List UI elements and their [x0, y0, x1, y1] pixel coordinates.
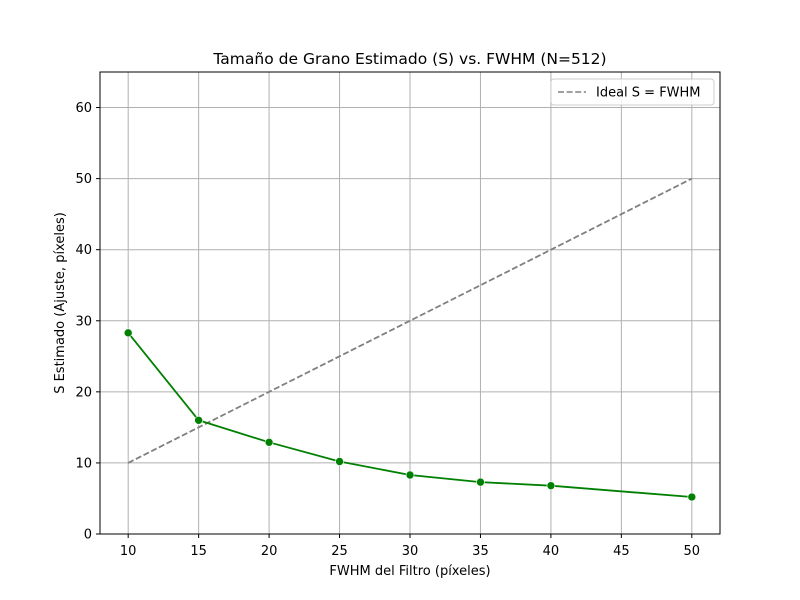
y-tick-label: 40 [75, 243, 92, 258]
axis-ticks: 10 15 20 25 30 35 40 45 50 0 10 20 30 40 50 60 [75, 101, 700, 559]
y-tick-label: 20 [75, 385, 92, 400]
legend: Ideal S = FWHM [550, 78, 715, 106]
x-axis-title: FWHM del Filtro (píxeles) [329, 564, 490, 579]
data-point [335, 457, 344, 466]
x-tick-label: 30 [402, 544, 419, 559]
series-line-estimated [127, 332, 692, 498]
x-tick-label: 20 [261, 544, 278, 559]
y-axis-title: S Estimado (Ajuste, píxeles) [53, 212, 68, 394]
x-tick-label: 10 [120, 544, 137, 559]
data-point [123, 328, 133, 338]
data-point [194, 415, 203, 425]
series-layer [123, 177, 697, 502]
chart-title: Tamaño de Grano Estimado (S) vs. FWHM (N… [212, 50, 606, 68]
data-point [264, 438, 274, 447]
x-tick-label: 35 [472, 544, 489, 559]
data-point [476, 477, 485, 487]
series-line-ideal [127, 177, 693, 464]
legend-box [550, 78, 715, 106]
y-tick-label: 60 [75, 101, 92, 116]
data-point [687, 492, 697, 502]
x-tick-label: 25 [331, 544, 348, 559]
y-tick-label: 30 [75, 314, 92, 329]
data-point [405, 470, 415, 480]
y-tick-label: 10 [75, 456, 92, 471]
y-tick-label: 0 [84, 528, 92, 543]
legend-label-ideal: Ideal S = FWHM [596, 86, 701, 101]
data-point [546, 481, 556, 490]
y-tick-label: 50 [75, 172, 92, 187]
x-tick-label: 50 [684, 544, 701, 559]
x-tick-label: 15 [190, 544, 207, 559]
x-tick-label: 45 [613, 544, 630, 559]
x-tick-label: 40 [543, 544, 560, 559]
